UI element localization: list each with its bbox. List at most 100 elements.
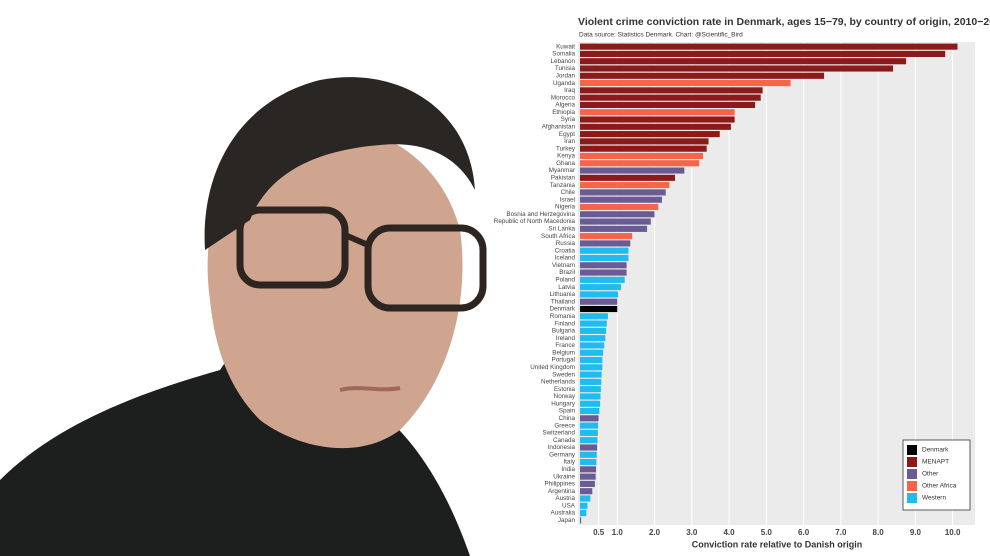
- legend-label: Western: [922, 495, 946, 502]
- bar: [580, 116, 735, 123]
- bar: [580, 233, 633, 240]
- bar: [580, 473, 596, 480]
- bar: [580, 495, 591, 502]
- y-tick-label: Afghanistan: [542, 123, 576, 130]
- bar: [580, 225, 648, 232]
- bar: [580, 313, 608, 320]
- bar: [580, 400, 601, 407]
- bar: [580, 284, 621, 291]
- bar: [580, 131, 720, 138]
- y-tick-label: Ukraine: [553, 473, 575, 480]
- bar: [580, 480, 595, 487]
- y-tick-label: Belgium: [552, 349, 575, 356]
- y-tick-label: India: [561, 466, 575, 473]
- bar: [580, 444, 598, 451]
- y-tick-label: United Kingdom: [530, 364, 575, 371]
- y-tick-label: Nigeria: [555, 204, 575, 211]
- x-tick-label: 7.0: [835, 528, 847, 537]
- y-tick-label: Somalia: [552, 51, 575, 58]
- bar: [580, 458, 597, 466]
- y-tick-label: Israel: [560, 196, 575, 203]
- y-tick-label: Vietnam: [552, 262, 575, 269]
- legend-label: Other Africa: [922, 483, 957, 490]
- bar: [580, 415, 599, 422]
- y-tick-label: Philippines: [545, 481, 575, 488]
- bar: [580, 327, 607, 334]
- y-tick-label: Spain: [559, 408, 576, 415]
- legend-label: MENAPT: [922, 459, 949, 466]
- bar: [580, 342, 605, 349]
- photo: [0, 77, 487, 556]
- bar: [580, 196, 662, 203]
- y-tick-label: Latvia: [558, 284, 575, 291]
- y-tick-label: Indonesia: [548, 444, 576, 451]
- x-tick-label: 1.0: [612, 528, 624, 537]
- y-tick-label: Australia: [551, 510, 576, 517]
- x-tick-label: 6.0: [798, 528, 810, 537]
- bar: [580, 386, 601, 393]
- bar: [580, 65, 894, 72]
- bar: [580, 189, 666, 196]
- x-axis-title: Conviction rate relative to Danish origi…: [692, 539, 863, 549]
- legend-swatch: [907, 445, 917, 455]
- y-tick-label: Iran: [564, 138, 575, 145]
- y-tick-label: Kuwait: [556, 43, 575, 50]
- bar: [580, 101, 756, 109]
- bar: [580, 58, 907, 65]
- y-tick-label: Switzerland: [542, 430, 575, 437]
- bar: [580, 502, 588, 509]
- y-tick-label: Netherlands: [541, 379, 575, 386]
- bar: [580, 320, 607, 327]
- y-tick-label: Tanzania: [550, 182, 576, 189]
- y-tick-label: Syria: [561, 116, 576, 123]
- bar: [580, 262, 627, 269]
- bar: [580, 356, 603, 364]
- legend-label: Other: [922, 471, 939, 478]
- y-tick-label: Bulgaria: [552, 328, 576, 335]
- y-tick-label: Sri Lanka: [548, 226, 575, 233]
- bar: [580, 517, 582, 524]
- y-tick-label: Jordan: [556, 72, 576, 79]
- bar: [580, 429, 598, 436]
- x-tick-label: 10.0: [945, 528, 961, 537]
- bar: [580, 393, 601, 400]
- bar: [580, 378, 602, 385]
- bar: [580, 138, 709, 145]
- y-tick-label: Romania: [550, 313, 576, 320]
- y-tick-label: Turkey: [556, 145, 576, 152]
- bar: [580, 152, 703, 160]
- y-tick-label: Austria: [555, 495, 575, 502]
- bar: [580, 94, 761, 101]
- y-tick-label: Kenya: [557, 153, 575, 160]
- y-tick-label: Iceland: [555, 255, 576, 262]
- bar: [580, 87, 763, 94]
- bar: [580, 407, 600, 415]
- y-tick-label: Morocco: [551, 94, 576, 101]
- bar: [580, 276, 625, 283]
- y-tick-label: Algeria: [555, 102, 575, 109]
- y-tick-label: Iraq: [564, 87, 575, 94]
- bar: [580, 291, 619, 298]
- bar: [580, 298, 618, 305]
- y-tick-label: Thailand: [551, 298, 576, 305]
- bar: [580, 488, 593, 495]
- bar: [580, 466, 597, 473]
- y-tick-label: Brazil: [559, 269, 575, 276]
- bar: [580, 371, 602, 378]
- y-tick-label: Egypt: [559, 131, 575, 138]
- bar: [580, 203, 659, 211]
- bar: [580, 182, 670, 189]
- y-tick-label: China: [559, 415, 576, 422]
- y-tick-label: Uganda: [553, 80, 576, 87]
- bar: [580, 109, 735, 116]
- legend-swatch: [907, 457, 917, 467]
- bar: [580, 305, 618, 313]
- y-tick-label: Pakistan: [551, 174, 576, 181]
- legend-swatch: [907, 481, 917, 491]
- x-tick-label: 8.0: [873, 528, 885, 537]
- legend-swatch: [907, 493, 917, 503]
- bar: [580, 80, 791, 87]
- bar: [580, 174, 676, 181]
- y-tick-label: Poland: [555, 277, 575, 284]
- x-tick-label: 0.5: [593, 528, 605, 537]
